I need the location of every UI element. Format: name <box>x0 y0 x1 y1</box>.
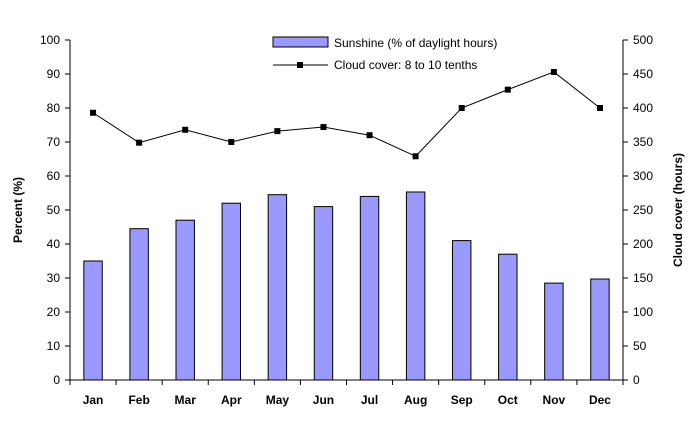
cloud-point-feb <box>136 139 143 146</box>
y-tick-label: 10 <box>47 339 61 353</box>
y-axis-title: Percent (%) <box>11 177 25 243</box>
y2-tick-label: 100 <box>633 305 653 319</box>
legend-swatch-sunshine <box>272 36 329 48</box>
y-tick-label: 0 <box>53 373 60 387</box>
bar-jan <box>83 260 103 381</box>
x-tick-label: Mar <box>175 393 197 407</box>
y2-tick-label: 300 <box>633 169 653 183</box>
y2-tick-label: 450 <box>633 67 653 81</box>
x-tick-label: Jun <box>313 393 334 407</box>
bar-sep <box>451 240 472 381</box>
cloud-point-sep <box>458 105 465 111</box>
bar-aug <box>405 191 426 381</box>
legend-label-sunshine: Sunshine (% of daylight hours) <box>334 36 497 50</box>
x-tick-label: Jan <box>83 393 104 407</box>
bar-may <box>267 194 288 381</box>
y-tick-label: 60 <box>47 169 61 183</box>
cloud-point-jul <box>366 132 373 139</box>
tick-labels: 0 10 20 30 40 50 60 70 80 90 100 0 50 100 150 200 250 300… <box>40 33 653 407</box>
y2-tick-label: 150 <box>633 271 653 285</box>
x-tick-label: Oct <box>498 393 518 407</box>
y2-tick-label: 400 <box>633 101 653 115</box>
cloud-point-jan <box>90 109 97 116</box>
y-tick-label: 20 <box>47 305 61 319</box>
bar-nov <box>544 282 564 381</box>
y2-tick-label: 0 <box>633 373 640 387</box>
cloud-point-jun <box>320 124 327 131</box>
bar-oct <box>498 253 518 381</box>
cloud-point-dec <box>596 105 603 111</box>
legend-label-cloud: Cloud cover: 8 to 10 tenths <box>334 58 477 72</box>
sunshine-bars <box>83 191 610 381</box>
cloud-point-mar <box>182 126 189 133</box>
legend-marker-cloud <box>297 62 303 68</box>
x-tick-label: Feb <box>128 393 149 407</box>
y-tick-label: 80 <box>47 101 61 115</box>
y-tick-label: 40 <box>47 237 61 251</box>
y-tick-label: 50 <box>47 203 61 217</box>
x-tick-label: Dec <box>589 393 611 407</box>
y-tick-label: 30 <box>47 271 61 285</box>
y2-tick-label: 350 <box>633 135 653 149</box>
bar-apr <box>221 202 242 381</box>
cloud-point-apr <box>228 139 235 145</box>
legend: Sunshine (% of daylight hours) Cloud cov… <box>272 36 497 72</box>
bar-jun <box>313 206 334 381</box>
y2-tick-label: 500 <box>633 33 653 47</box>
cloud-point-oct <box>504 86 511 93</box>
cloud-cover-polyline <box>92 71 601 157</box>
bar-feb <box>129 228 149 381</box>
x-tick-label: May <box>266 393 290 407</box>
y2-tick-label: 50 <box>633 339 647 353</box>
x-tick-label: Nov <box>543 393 566 407</box>
bar-jul <box>359 195 380 381</box>
y2-tick-label: 250 <box>633 203 653 217</box>
cloud-point-may <box>274 128 281 135</box>
x-tick-label: Aug <box>404 393 427 407</box>
y2-tick-label: 200 <box>633 237 653 251</box>
y-tick-label: 70 <box>47 135 61 149</box>
bar-dec <box>590 278 610 381</box>
cloud-point-aug <box>412 153 419 160</box>
y-tick-label: 100 <box>40 33 60 47</box>
y2-axis-title: Cloud cover (hours) <box>671 153 685 267</box>
cloud-cover-line <box>90 68 603 160</box>
chart-axes <box>65 39 628 385</box>
bar-mar <box>175 219 195 381</box>
y-tick-label: 90 <box>47 67 61 81</box>
x-tick-label: Jul <box>361 393 378 407</box>
x-tick-label: Apr <box>221 393 242 407</box>
x-tick-label: Sep <box>451 393 473 407</box>
cloud-point-nov <box>550 68 557 75</box>
